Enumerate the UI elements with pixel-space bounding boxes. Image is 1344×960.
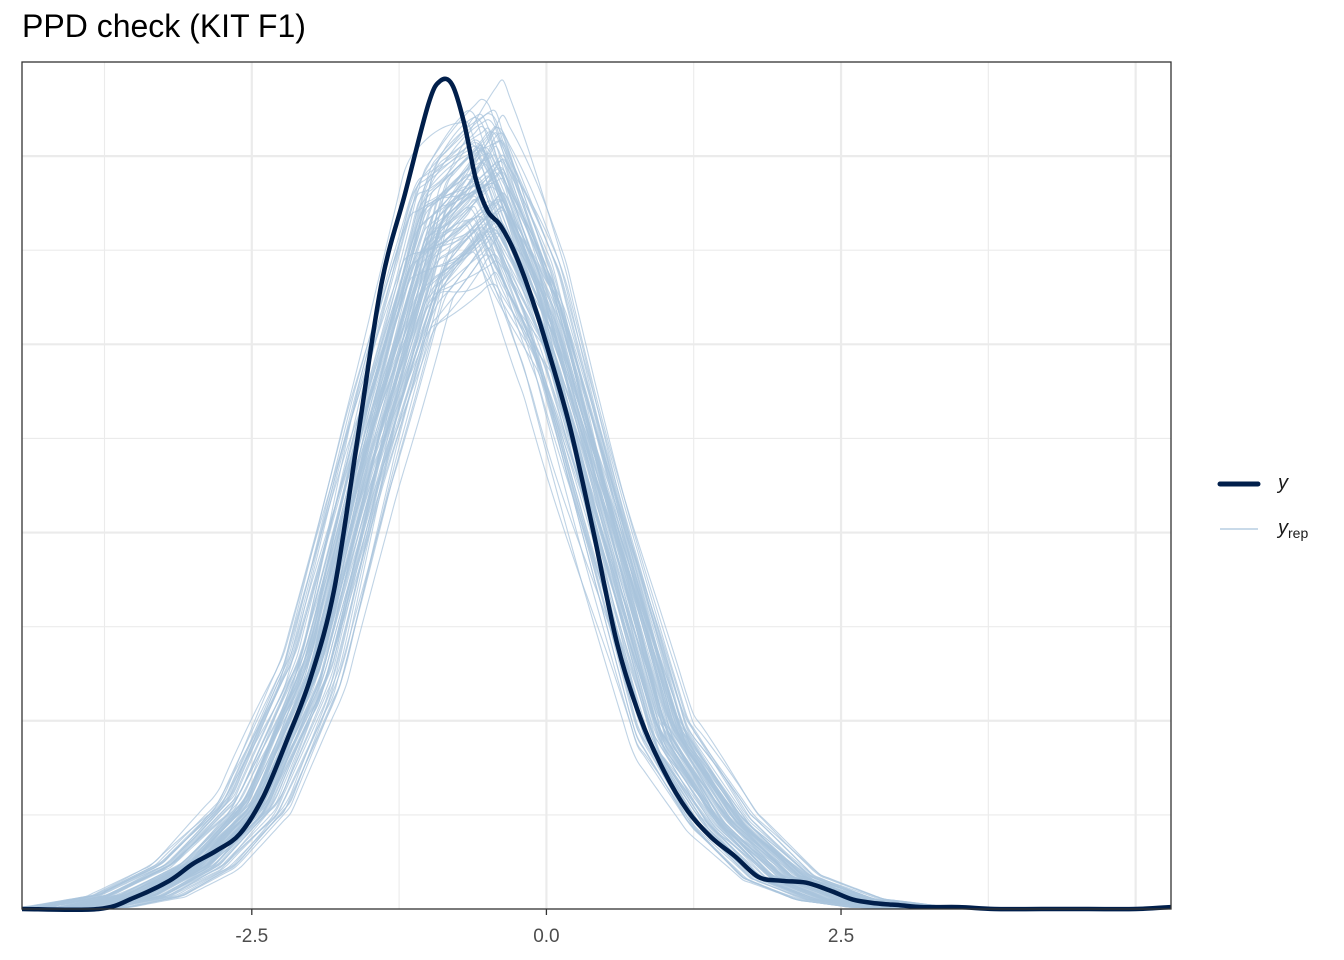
- legend-label-y-text: y: [1276, 472, 1289, 494]
- legend: y yrep: [1217, 472, 1308, 541]
- yrep-line: [21, 192, 1168, 910]
- legend-label-y: y: [1276, 472, 1289, 494]
- legend-label-yrep: yrep: [1276, 517, 1308, 541]
- yrep-line: [21, 239, 1168, 910]
- x-axis: -2.5 0.0 2.5: [235, 909, 854, 947]
- x-tick-label: 0.0: [533, 926, 559, 947]
- y-line: [21, 76, 1172, 913]
- legend-label-yrep-subscript: rep: [1288, 525, 1308, 541]
- yrep-line: [21, 215, 1168, 910]
- legend-label-yrep-text: y: [1276, 517, 1289, 539]
- x-tick-label: 2.5: [828, 926, 854, 947]
- yrep-line: [21, 110, 1168, 910]
- yrep-line: [21, 271, 1168, 910]
- yrep-line: [21, 192, 1168, 910]
- yrep-line: [21, 190, 1168, 910]
- yrep-line: [21, 195, 1168, 910]
- panel-border: [21, 61, 1172, 910]
- x-tick-label: -2.5: [235, 926, 268, 947]
- yrep-line: [21, 198, 1168, 910]
- chart-title: PPD check (KIT F1): [22, 8, 306, 44]
- yrep-draws: [21, 79, 1168, 910]
- yrep-line: [21, 198, 1168, 910]
- y-observed: [21, 76, 1172, 913]
